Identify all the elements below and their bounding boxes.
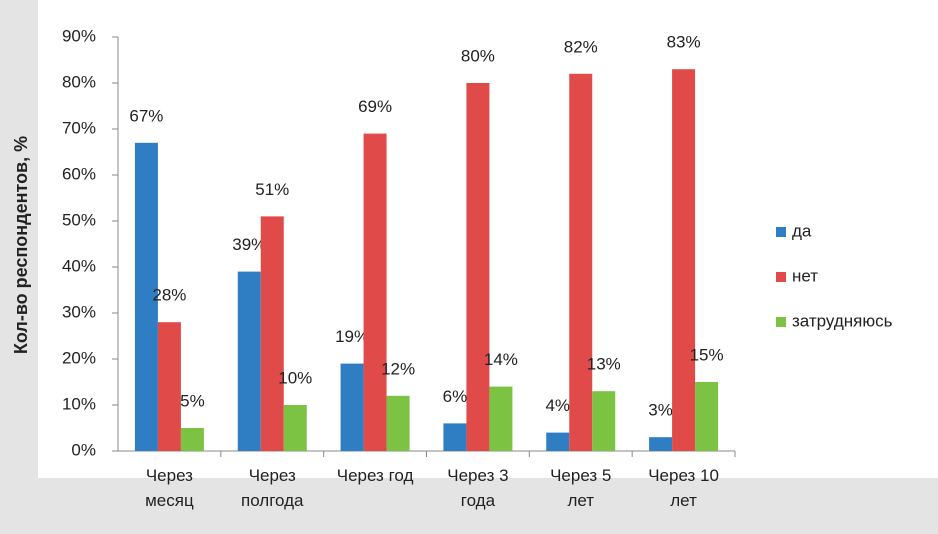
bar xyxy=(386,395,410,451)
bar xyxy=(363,133,387,451)
legend-swatch xyxy=(776,272,786,282)
x-tick-label: Через 10 лет xyxy=(648,466,719,510)
data-label: 5% xyxy=(180,391,205,410)
data-label: 4% xyxy=(545,396,570,415)
data-label: 80% xyxy=(461,46,495,65)
bar xyxy=(546,432,570,451)
data-label: 69% xyxy=(358,97,392,116)
x-tick-label: Через полгода xyxy=(241,466,304,510)
bar xyxy=(672,69,696,451)
y-tick-label: 90% xyxy=(62,26,96,45)
y-tick-label: 30% xyxy=(62,302,96,321)
data-label: 15% xyxy=(690,345,724,364)
legend-swatch xyxy=(776,317,786,327)
y-axis-label: Кол-во респондентов, % xyxy=(11,136,31,354)
y-tick-label: 50% xyxy=(62,210,96,229)
bar xyxy=(489,386,513,451)
bar xyxy=(180,428,204,451)
data-label: 10% xyxy=(278,368,312,387)
data-label: 13% xyxy=(587,355,621,374)
data-label: 12% xyxy=(381,359,415,378)
bar xyxy=(340,363,364,451)
y-tick-label: 70% xyxy=(62,118,96,137)
data-label: 82% xyxy=(564,37,598,56)
bar xyxy=(134,142,158,452)
x-tick-label: Через месяц xyxy=(145,466,194,510)
bar xyxy=(649,437,673,451)
bar xyxy=(237,271,261,451)
y-tick-label: 20% xyxy=(62,348,96,367)
bar xyxy=(443,423,467,451)
y-tick-label: 40% xyxy=(62,256,96,275)
data-label: 3% xyxy=(648,401,673,420)
bar xyxy=(283,405,307,451)
data-label: 67% xyxy=(129,106,163,125)
x-tick-label: Через год xyxy=(336,466,414,485)
data-label: 28% xyxy=(152,286,186,305)
y-tick-label: 80% xyxy=(62,72,96,91)
legend-label: да xyxy=(792,221,812,240)
bar xyxy=(592,391,616,451)
y-tick-label: 0% xyxy=(71,440,96,459)
bar xyxy=(695,382,719,451)
bar xyxy=(157,322,181,451)
bar xyxy=(569,73,593,452)
x-tick-label: Через 3 года xyxy=(447,466,509,510)
x-tick-label: Через 5 лет xyxy=(550,466,612,510)
data-label: 14% xyxy=(484,350,518,369)
data-label: 83% xyxy=(667,33,701,52)
bar xyxy=(260,216,284,451)
y-tick-label: 60% xyxy=(62,164,96,183)
legend-label: нет xyxy=(792,266,818,285)
data-label: 19% xyxy=(335,327,369,346)
data-label: 39% xyxy=(232,235,266,254)
bar xyxy=(466,83,490,451)
data-label: 6% xyxy=(443,387,468,406)
legend-label: затрудняюсь xyxy=(792,311,893,330)
data-label: 51% xyxy=(255,180,289,199)
y-tick-label: 10% xyxy=(62,394,96,413)
legend-swatch xyxy=(776,227,786,237)
